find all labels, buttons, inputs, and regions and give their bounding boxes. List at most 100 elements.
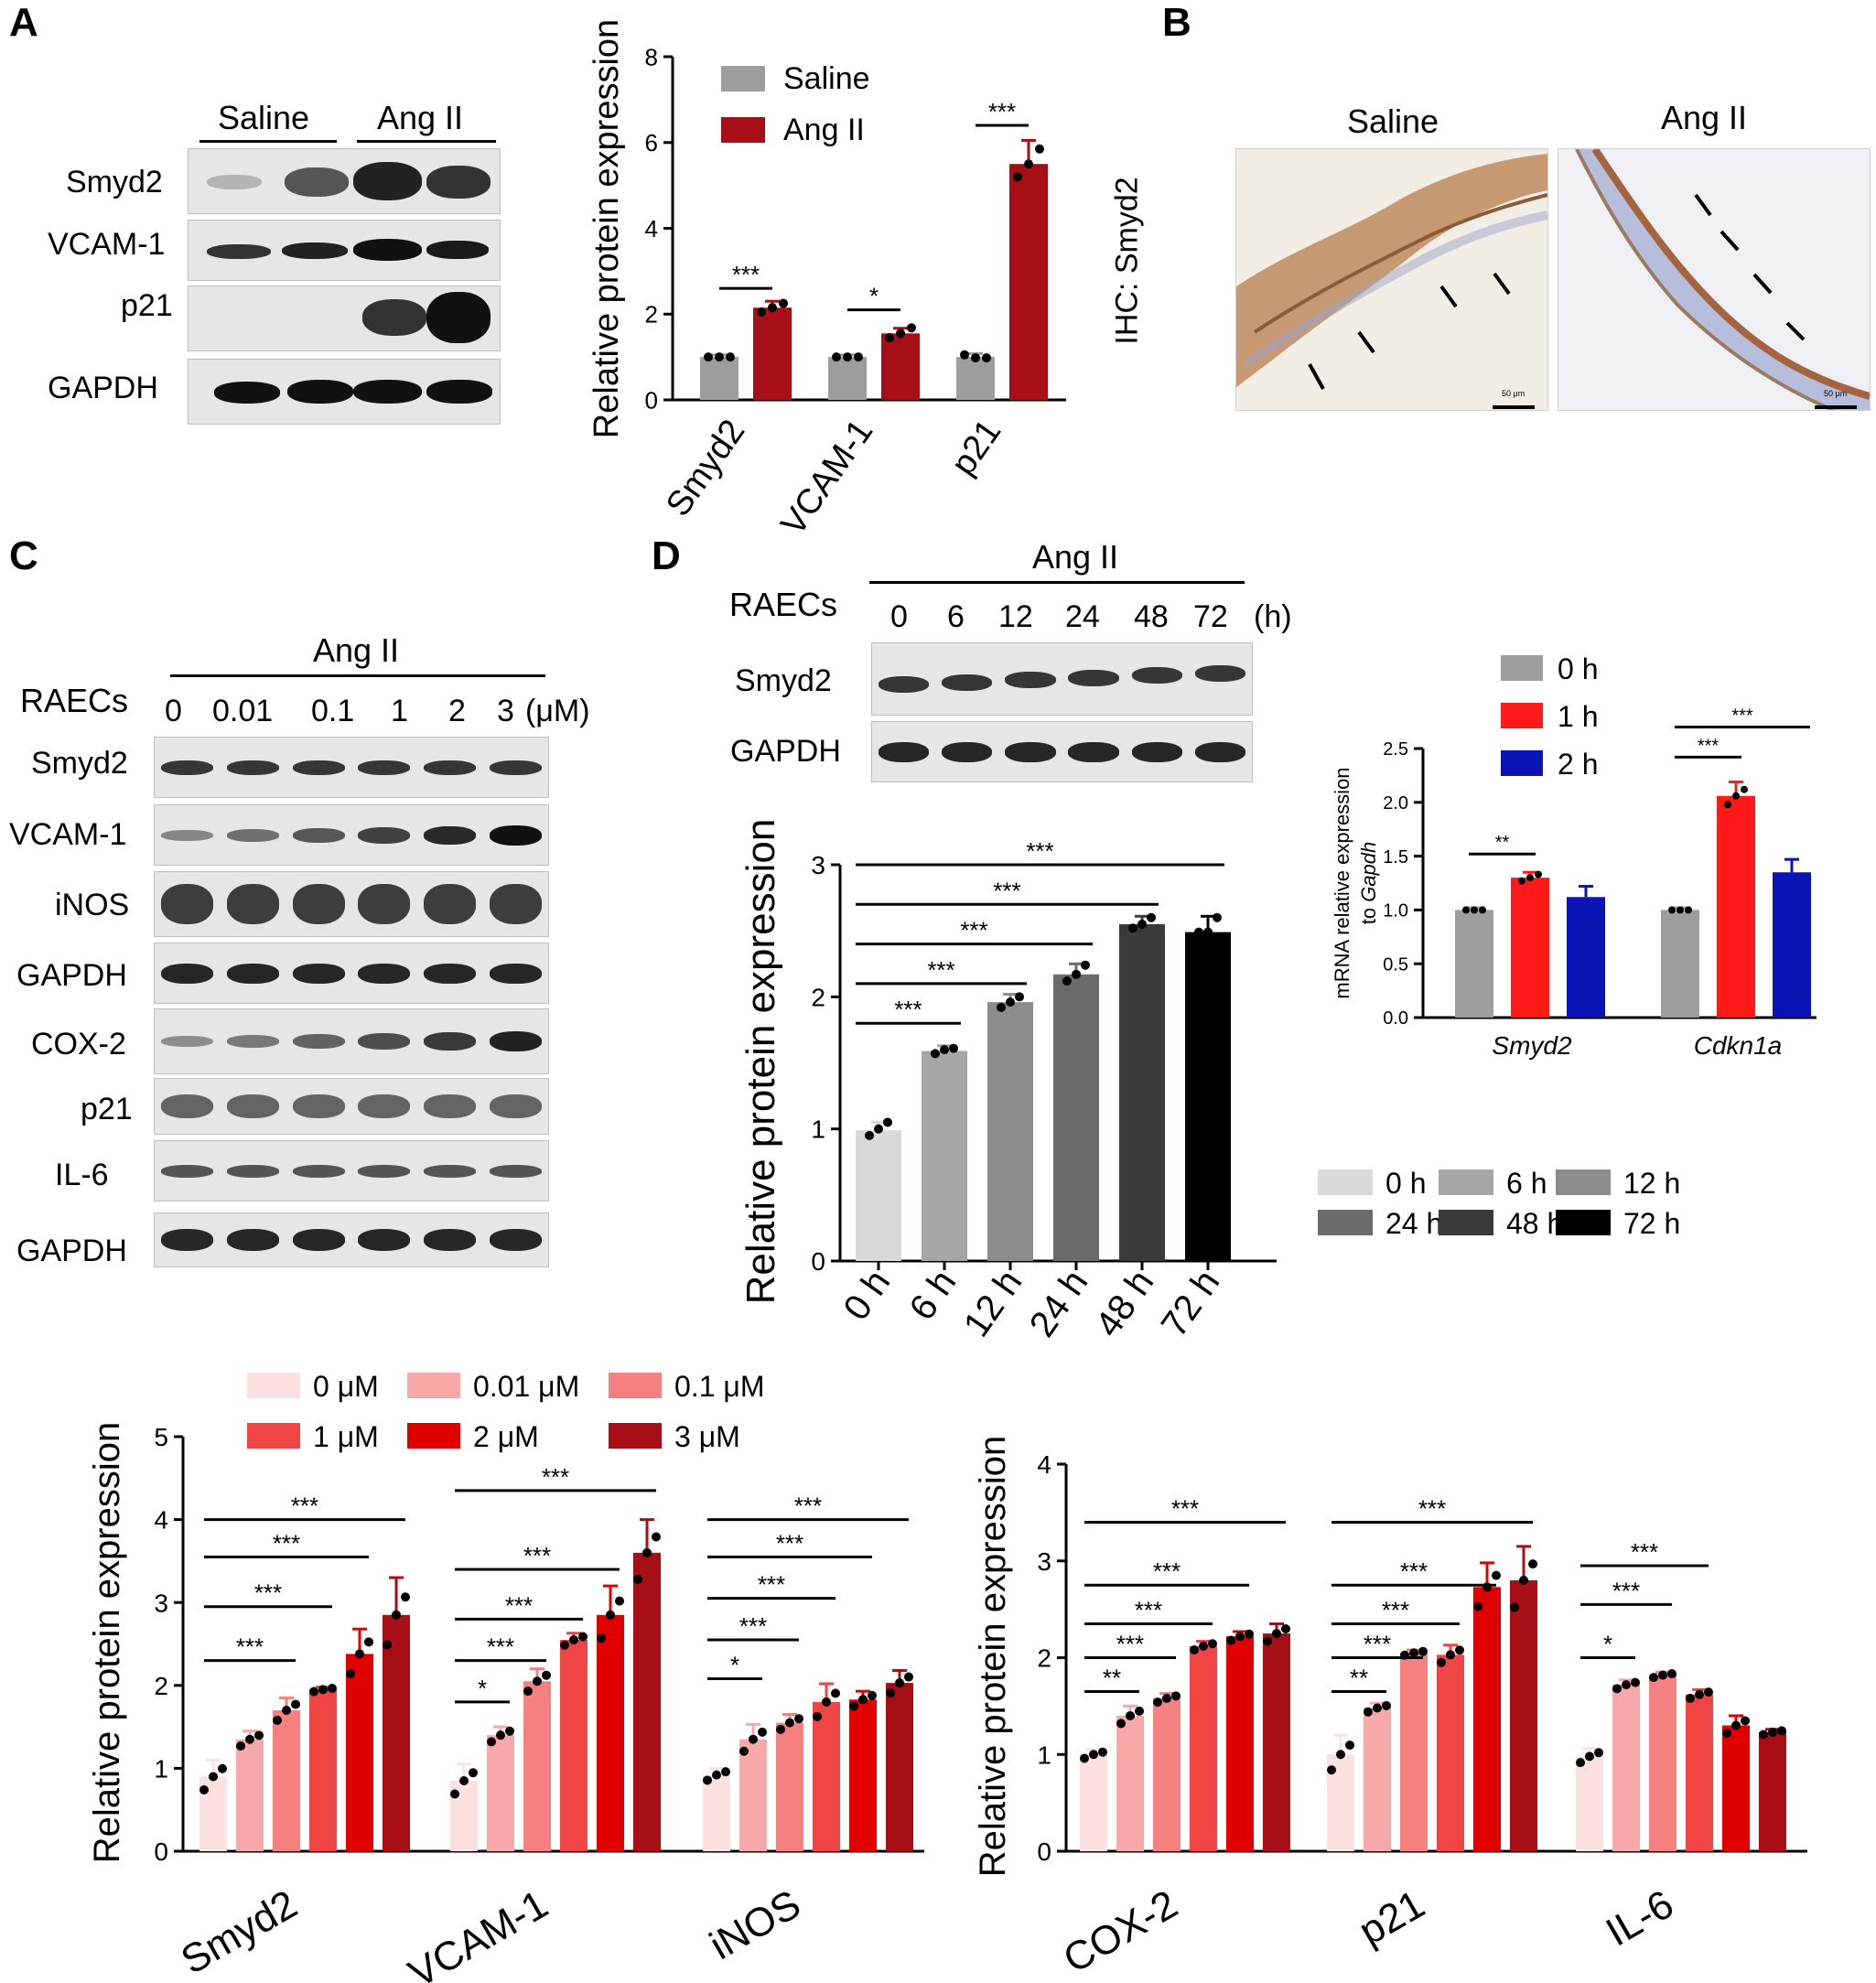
data-point xyxy=(960,350,969,360)
legend-label: 0 h xyxy=(1558,652,1598,685)
data-point xyxy=(615,1596,624,1606)
legend-swatch xyxy=(1556,1169,1611,1195)
data-point xyxy=(1263,1636,1272,1646)
data-point xyxy=(721,1767,730,1777)
data-point xyxy=(1013,172,1022,182)
bar xyxy=(922,1051,967,1261)
blot-c-inos xyxy=(154,871,549,937)
x-tick-label: 12 h xyxy=(956,1263,1030,1344)
data-point xyxy=(1128,923,1137,933)
bar xyxy=(597,1614,624,1851)
bar xyxy=(1009,164,1048,400)
data-point xyxy=(1035,144,1044,154)
significance-label: *** xyxy=(1418,1494,1446,1522)
blot-label-c-smyd2: Smyd2 xyxy=(31,746,128,781)
legend-swatch xyxy=(1439,1169,1493,1195)
data-point xyxy=(1199,1641,1208,1651)
bar xyxy=(1119,923,1165,1261)
blot-band xyxy=(292,1034,345,1049)
blot-band xyxy=(226,828,280,842)
bar xyxy=(849,1699,877,1851)
significance-label: *** xyxy=(988,98,1016,125)
data-point xyxy=(1455,1645,1464,1655)
significance-label: *** xyxy=(739,1612,767,1640)
blot-band xyxy=(358,826,411,844)
dose-label-0: 0 xyxy=(165,694,182,728)
data-point xyxy=(1437,1657,1446,1667)
data-point xyxy=(346,1669,355,1679)
bar xyxy=(856,1130,901,1261)
significance-label: *** xyxy=(1731,706,1753,726)
data-point xyxy=(1741,1716,1750,1726)
data-point xyxy=(997,1002,1006,1012)
blot-label-c-il6: IL-6 xyxy=(55,1158,109,1192)
bar xyxy=(1649,1675,1677,1851)
blot-band xyxy=(358,760,411,775)
bar xyxy=(813,1701,840,1851)
data-point xyxy=(1418,1646,1428,1656)
x-tick-label: Smyd2 xyxy=(1492,1031,1572,1060)
blot-band xyxy=(161,884,214,924)
x-tick-label: 6 h xyxy=(901,1263,964,1328)
blot-d-smyd2 xyxy=(871,642,1253,716)
y-tick-label: 0 xyxy=(1037,1838,1051,1866)
legend-label: 6 h xyxy=(1506,1167,1547,1200)
data-point xyxy=(1519,1575,1528,1585)
blot-band xyxy=(423,1164,477,1178)
data-point xyxy=(1471,906,1478,914)
blot-label-c-gapdh2: GAPDH xyxy=(16,1234,127,1268)
bar xyxy=(1686,1694,1713,1851)
bar xyxy=(487,1735,514,1851)
data-point xyxy=(1098,1747,1107,1757)
y-tick-label: 3 xyxy=(811,851,825,879)
ihc-tissue-saline xyxy=(1236,154,1547,409)
dose-unit-c: (μM) xyxy=(525,694,590,728)
legend-swatch xyxy=(1318,1169,1373,1195)
blot-band xyxy=(423,1094,477,1118)
bar xyxy=(1510,1579,1537,1851)
significance-label: *** xyxy=(1026,837,1053,865)
data-point xyxy=(533,1676,542,1687)
bar xyxy=(346,1654,373,1851)
legend-label: 24 h xyxy=(1385,1207,1442,1240)
group-label-angii: Ang II xyxy=(377,99,464,136)
blot-band xyxy=(423,884,477,924)
treatment-line-d xyxy=(869,581,1245,584)
data-point xyxy=(1364,1707,1373,1717)
bar xyxy=(273,1709,300,1851)
blot-label-d-gapdh: GAPDH xyxy=(730,734,841,769)
scalebar-label-angii: 50 μm xyxy=(1824,389,1848,398)
data-point xyxy=(487,1737,496,1747)
data-point xyxy=(1006,997,1015,1008)
time-label-72: 72 xyxy=(1193,599,1228,634)
significance-label: *** xyxy=(960,917,987,944)
significance-label: * xyxy=(730,1652,739,1679)
blot-band xyxy=(226,760,280,775)
data-point xyxy=(715,352,724,362)
legend-label: 2 μM xyxy=(473,1420,539,1453)
data-point xyxy=(779,298,788,308)
data-point xyxy=(1162,1693,1171,1703)
data-point xyxy=(1089,1750,1098,1760)
legend-swatch xyxy=(721,117,765,143)
treatment-line-c xyxy=(170,674,545,677)
data-point xyxy=(1492,1570,1501,1580)
data-point xyxy=(1245,1629,1254,1639)
bar xyxy=(309,1689,337,1851)
panel-label-c: C xyxy=(9,533,38,578)
data-point xyxy=(1677,906,1684,914)
significance-label: ** xyxy=(1495,833,1510,853)
time-label-0: 0 xyxy=(890,599,908,634)
y-tick-label: 8 xyxy=(645,43,658,70)
bar xyxy=(560,1639,588,1851)
data-point xyxy=(1535,870,1542,878)
legend-swatch xyxy=(247,1423,300,1449)
data-point xyxy=(1612,1684,1622,1694)
data-point xyxy=(703,1775,712,1785)
blot-band xyxy=(423,760,477,775)
ihc-image-saline: 50 μm xyxy=(1235,148,1548,411)
data-point xyxy=(1281,1623,1290,1633)
blot-band xyxy=(1068,741,1119,762)
bar xyxy=(1185,932,1231,1261)
